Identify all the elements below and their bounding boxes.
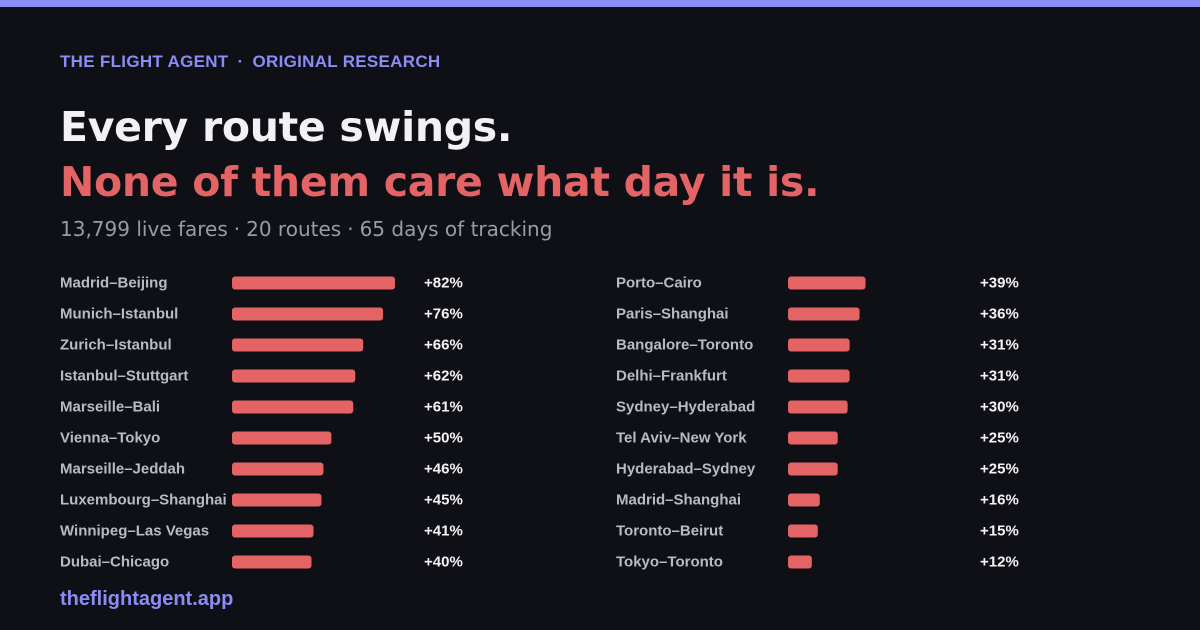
bar-vienna-tokyo xyxy=(232,431,332,445)
value-label-delhi-frankfurt: +31% xyxy=(980,368,1019,385)
value-label-bangalore-toronto: +31% xyxy=(980,337,1019,354)
value-label-zurich-istanbul: +66% xyxy=(424,337,463,354)
subtitle-fares: 13,799 live fares xyxy=(60,217,228,241)
bar-madrid-beijing xyxy=(232,276,395,290)
subtitle-days: 65 days of tracking xyxy=(359,217,553,241)
route-label-hyderabad-sydney: Hyderabad–Sydney xyxy=(616,461,756,478)
bar-zurich-istanbul xyxy=(232,338,364,352)
kicker: THE FLIGHT AGENT · ORIGINAL RESEARCH xyxy=(60,52,441,72)
value-label-madrid-beijing: +82% xyxy=(424,275,463,292)
kicker-section: ORIGINAL RESEARCH xyxy=(252,52,441,71)
headline-line-1: Every route swings. xyxy=(60,103,513,151)
value-label-tel-aviv-new-york: +25% xyxy=(980,430,1019,447)
route-label-sydney-hyderabad: Sydney–Hyderabad xyxy=(616,399,755,416)
value-label-munich-istanbul: +76% xyxy=(424,306,463,323)
route-label-toronto-beirut: Toronto–Beirut xyxy=(616,523,723,540)
value-label-marseille-jeddah: +46% xyxy=(424,461,463,478)
bar-winnipeg-las-vegas xyxy=(232,524,314,538)
footer-site-link[interactable]: theflightagent.app xyxy=(60,588,234,610)
value-label-tokyo-toronto: +12% xyxy=(980,554,1019,571)
subtitle-separator: · xyxy=(233,217,241,241)
bar-tokyo-toronto xyxy=(788,555,812,569)
value-label-dubai-chicago: +40% xyxy=(424,554,463,571)
bar-toronto-beirut xyxy=(788,524,818,538)
subtitle: 13,799 live fares · 20 routes · 65 days of t… xyxy=(60,217,552,241)
kicker-brand: THE FLIGHT AGENT xyxy=(60,52,229,71)
route-label-porto-cairo: Porto–Cairo xyxy=(616,275,702,292)
value-label-hyderabad-sydney: +25% xyxy=(980,461,1019,478)
value-label-porto-cairo: +39% xyxy=(980,275,1019,292)
bar-porto-cairo xyxy=(788,276,866,290)
bar-istanbul-stuttgart xyxy=(232,369,356,383)
route-label-marseille-jeddah: Marseille–Jeddah xyxy=(60,461,185,478)
route-label-tel-aviv-new-york: Tel Aviv–New York xyxy=(616,430,747,447)
route-label-delhi-frankfurt: Delhi–Frankfurt xyxy=(616,368,727,385)
bar-delhi-frankfurt xyxy=(788,369,850,383)
value-label-toronto-beirut: +15% xyxy=(980,523,1019,540)
value-label-vienna-tokyo: +50% xyxy=(424,430,463,447)
bar-munich-istanbul xyxy=(232,307,384,321)
route-label-winnipeg-las-vegas: Winnipeg–Las Vegas xyxy=(60,523,209,540)
bar-dubai-chicago xyxy=(232,555,312,569)
subtitle-separator: · xyxy=(347,217,354,241)
bar-hyderabad-sydney xyxy=(788,462,838,476)
top-accent-bar xyxy=(0,0,1200,7)
value-label-paris-shanghai: +36% xyxy=(980,306,1019,323)
route-label-luxembourg-shanghai: Luxembourg–Shanghai xyxy=(60,492,227,509)
value-label-luxembourg-shanghai: +45% xyxy=(424,492,463,509)
value-label-sydney-hyderabad: +30% xyxy=(980,399,1019,416)
bar-bangalore-toronto xyxy=(788,338,850,352)
route-label-vienna-tokyo: Vienna–Tokyo xyxy=(60,430,160,447)
value-label-winnipeg-las-vegas: +41% xyxy=(424,523,463,540)
subtitle-routes: 20 routes xyxy=(246,217,342,241)
route-label-zurich-istanbul: Zurich–Istanbul xyxy=(60,337,172,354)
route-label-madrid-beijing: Madrid–Beijing xyxy=(60,275,168,292)
value-label-madrid-shanghai: +16% xyxy=(980,492,1019,509)
bar-sydney-hyderabad xyxy=(788,400,848,414)
route-label-tokyo-toronto: Tokyo–Toronto xyxy=(616,554,723,571)
route-label-paris-shanghai: Paris–Shanghai xyxy=(616,306,729,323)
bar-paris-shanghai xyxy=(788,307,860,321)
kicker-separator: · xyxy=(237,52,244,71)
bar-luxembourg-shanghai xyxy=(232,493,322,507)
route-label-madrid-shanghai: Madrid–Shanghai xyxy=(616,492,741,509)
route-label-bangalore-toronto: Bangalore–Toronto xyxy=(616,337,753,354)
route-label-dubai-chicago: Dubai–Chicago xyxy=(60,554,169,571)
bar-marseille-bali xyxy=(232,400,354,414)
route-label-istanbul-stuttgart: Istanbul–Stuttgart xyxy=(60,368,188,385)
value-label-marseille-bali: +61% xyxy=(424,399,463,416)
route-label-marseille-bali: Marseille–Bali xyxy=(60,399,160,416)
bar-madrid-shanghai xyxy=(788,493,820,507)
bar-marseille-jeddah xyxy=(232,462,324,476)
headline-line-2: None of them care what day it is. xyxy=(60,158,820,206)
value-label-istanbul-stuttgart: +62% xyxy=(424,368,463,385)
route-label-munich-istanbul: Munich–Istanbul xyxy=(60,306,178,323)
bar-tel-aviv-new-york xyxy=(788,431,838,445)
